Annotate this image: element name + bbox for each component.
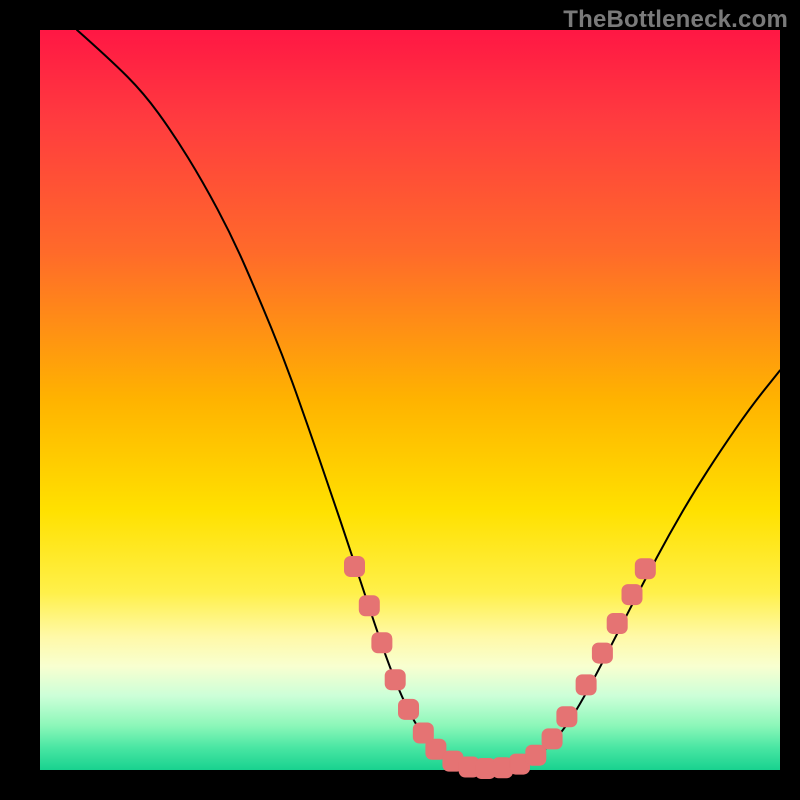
curve-marker bbox=[576, 675, 596, 695]
curve-marker bbox=[592, 643, 612, 663]
curve-marker bbox=[359, 596, 379, 616]
chart-canvas: TheBottleneck.com bbox=[0, 0, 800, 800]
curve-marker bbox=[607, 613, 627, 633]
plot-area bbox=[40, 30, 780, 770]
curve-marker bbox=[622, 585, 642, 605]
curve-marker bbox=[385, 670, 405, 690]
curve-marker bbox=[372, 633, 392, 653]
curve-marker bbox=[542, 729, 562, 749]
curve-marker bbox=[399, 699, 419, 719]
chart-svg bbox=[0, 0, 800, 800]
curve-marker bbox=[526, 745, 546, 765]
curve-marker bbox=[557, 707, 577, 727]
curve-marker bbox=[345, 557, 365, 577]
watermark-text: TheBottleneck.com bbox=[563, 6, 788, 34]
curve-marker bbox=[635, 559, 655, 579]
